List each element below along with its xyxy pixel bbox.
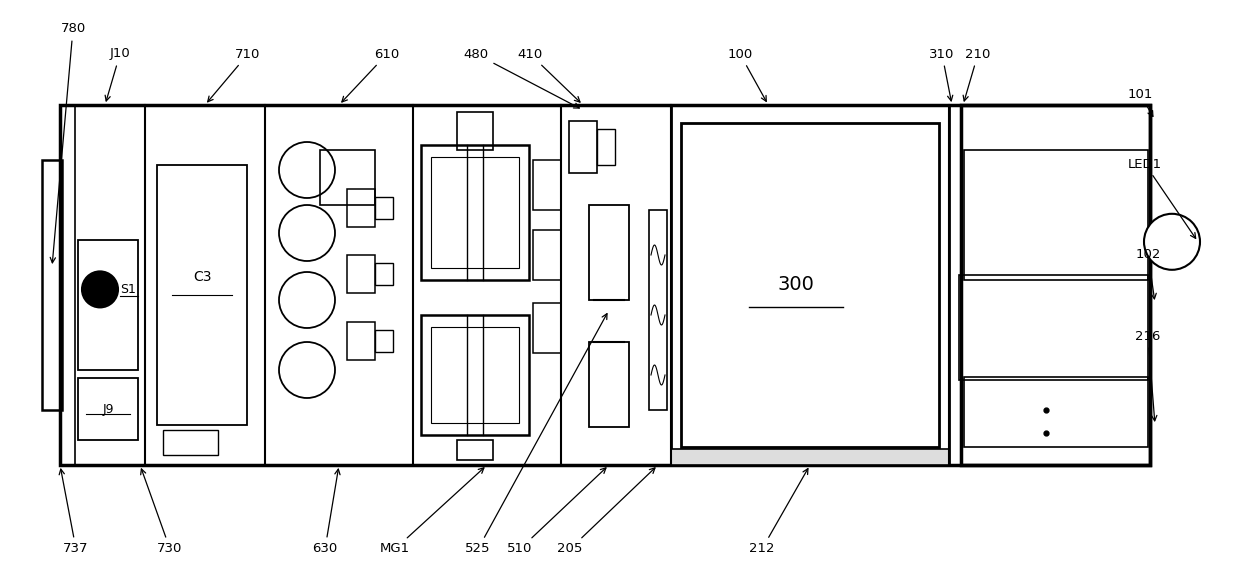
Text: 100: 100 xyxy=(728,47,766,102)
Text: 212: 212 xyxy=(749,468,808,555)
Text: 510: 510 xyxy=(507,468,606,555)
Bar xyxy=(374,197,393,219)
Text: 737: 737 xyxy=(60,469,89,555)
Text: 300: 300 xyxy=(777,276,815,294)
Bar xyxy=(681,123,939,447)
Bar xyxy=(589,342,629,427)
Bar xyxy=(60,105,1149,465)
Text: 610: 610 xyxy=(342,47,399,102)
Bar xyxy=(458,112,494,150)
Text: 780: 780 xyxy=(50,23,86,263)
Bar xyxy=(320,150,374,205)
Bar xyxy=(569,121,596,173)
Bar xyxy=(157,165,247,425)
Circle shape xyxy=(279,272,335,328)
Bar xyxy=(961,105,1149,465)
Text: 730: 730 xyxy=(140,469,182,555)
Bar xyxy=(963,150,1148,280)
Bar xyxy=(458,440,494,460)
Bar xyxy=(649,210,667,410)
Bar xyxy=(347,322,374,360)
Bar xyxy=(589,205,629,300)
Bar xyxy=(374,330,393,352)
Bar xyxy=(78,378,138,440)
Bar xyxy=(671,449,949,465)
Bar xyxy=(533,303,560,353)
Circle shape xyxy=(279,205,335,261)
Bar xyxy=(347,189,374,227)
Bar xyxy=(959,275,1148,380)
Circle shape xyxy=(279,342,335,398)
Text: 710: 710 xyxy=(207,47,260,102)
Bar xyxy=(963,377,1148,447)
Text: 480: 480 xyxy=(464,47,579,108)
Text: 310: 310 xyxy=(929,47,955,101)
Bar xyxy=(162,430,218,455)
Bar xyxy=(671,105,949,465)
Text: MG1: MG1 xyxy=(379,468,484,555)
Bar xyxy=(432,157,520,268)
Bar xyxy=(422,315,529,435)
Text: LED1: LED1 xyxy=(1128,158,1195,238)
Circle shape xyxy=(279,142,335,198)
Text: C3: C3 xyxy=(192,270,211,284)
Text: S1: S1 xyxy=(120,283,136,296)
Bar xyxy=(78,240,138,370)
Circle shape xyxy=(82,272,118,307)
Bar xyxy=(533,230,560,280)
Text: J9: J9 xyxy=(102,402,114,415)
Text: 410: 410 xyxy=(517,47,580,102)
Text: 630: 630 xyxy=(312,469,340,555)
Text: 216: 216 xyxy=(1136,329,1161,421)
Bar xyxy=(432,327,520,423)
Bar xyxy=(347,255,374,293)
Bar xyxy=(422,145,529,280)
Text: 102: 102 xyxy=(1136,248,1161,299)
Bar xyxy=(596,129,615,165)
Text: 210: 210 xyxy=(963,47,991,101)
Bar xyxy=(42,160,62,410)
Circle shape xyxy=(1145,214,1200,270)
Text: 525: 525 xyxy=(465,314,608,555)
Text: J10: J10 xyxy=(105,47,130,101)
Text: 205: 205 xyxy=(557,468,655,555)
Bar xyxy=(374,263,393,285)
Bar xyxy=(533,160,560,210)
Text: 101: 101 xyxy=(1127,88,1153,116)
